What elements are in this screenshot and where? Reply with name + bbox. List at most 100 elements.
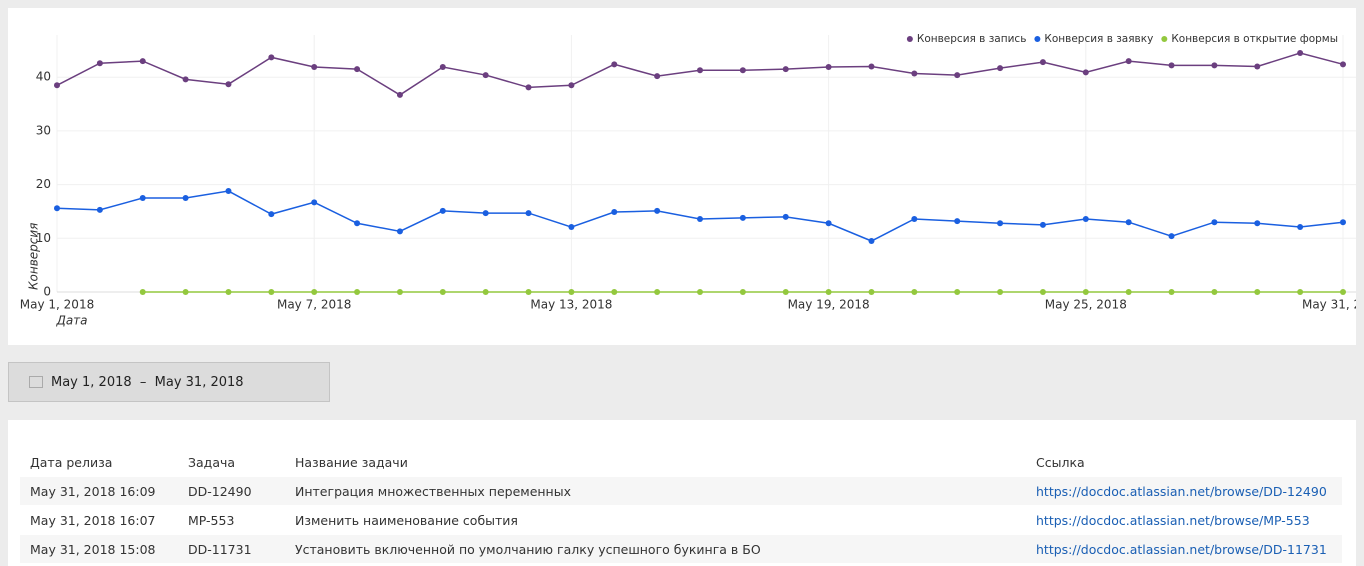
- x-tick-label: May 7, 2018: [277, 298, 351, 312]
- data-point: [354, 289, 361, 295]
- data-point: [54, 82, 60, 89]
- data-point: [396, 289, 403, 295]
- data-point: [1340, 289, 1346, 295]
- table-cell: May 31, 2018 16:07: [30, 513, 156, 528]
- header-cell: Ссылка: [1036, 455, 1085, 470]
- data-point: [1297, 50, 1304, 57]
- data-point: [611, 289, 618, 295]
- table-cell: https://docdoc.atlassian.net/browse/MP-5…: [1036, 513, 1310, 528]
- data-point: [954, 72, 961, 79]
- data-point: [1254, 220, 1261, 227]
- data-point: [825, 289, 832, 295]
- data-point: [525, 289, 532, 295]
- data-point: [1254, 289, 1261, 295]
- date-range-picker[interactable]: May 1, 2018 – May 31, 2018: [8, 362, 330, 402]
- data-point: [568, 289, 575, 295]
- legend-label: Конверсия в открытие формы: [1171, 33, 1338, 45]
- data-point: [739, 289, 746, 295]
- table-cell: May 31, 2018 16:09: [30, 484, 156, 499]
- data-point: [482, 72, 489, 79]
- data-point: [268, 211, 275, 218]
- table-cell: DD-12490: [188, 484, 252, 499]
- data-point: [525, 84, 532, 91]
- data-point: [997, 289, 1004, 295]
- data-point: [268, 54, 275, 61]
- data-point: [225, 81, 232, 88]
- data-point: [911, 70, 918, 77]
- data-point: [139, 58, 146, 65]
- legend-label: Конверсия в запись: [917, 33, 1027, 45]
- chart: Дата Конверсия 0 10 20 30 40 May 1, 2018 May 7…: [20, 33, 1356, 328]
- calendar-icon: [29, 376, 43, 388]
- x-tick-label: May 1, 2018: [20, 298, 94, 312]
- data-point: [439, 64, 446, 71]
- data-point: [1125, 219, 1132, 226]
- legend-label: Конверсия в заявку: [1044, 33, 1153, 45]
- table-cell: https://docdoc.atlassian.net/browse/DD-1…: [1036, 542, 1327, 557]
- data-point: [868, 63, 875, 70]
- data-point: [396, 228, 403, 235]
- data-point: [1168, 289, 1175, 295]
- data-point: [739, 67, 746, 74]
- data-point: [1340, 219, 1346, 226]
- data-point: [1125, 289, 1132, 295]
- chart-panel: Дата Конверсия 0 10 20 30 40 May 1, 2018 May 7…: [8, 8, 1356, 345]
- data-point: [654, 207, 661, 214]
- data-point: [954, 218, 961, 225]
- data-point: [525, 210, 532, 217]
- data-point: [1168, 233, 1175, 240]
- data-point: [439, 289, 446, 295]
- data-point: [354, 220, 361, 227]
- series-line: [56, 52, 1344, 96]
- data-point: [396, 91, 403, 98]
- issue-link[interactable]: https://docdoc.atlassian.net/browse/DD-1…: [1036, 542, 1327, 557]
- table-row: May 31, 2018 15:08 DD-11731 Установить вкл…: [20, 535, 1342, 563]
- data-point: [225, 289, 232, 295]
- issue-link[interactable]: https://docdoc.atlassian.net/browse/DD-1…: [1036, 484, 1327, 499]
- table-cell: May 31, 2018 15:08: [30, 542, 156, 557]
- data-point: [182, 289, 189, 295]
- data-point: [1039, 59, 1046, 66]
- data-point: [697, 215, 703, 222]
- data-point: [825, 64, 832, 71]
- data-point: [1297, 224, 1304, 231]
- legend-marker: [1034, 36, 1041, 42]
- data-point: [997, 65, 1004, 72]
- data-point: [1168, 62, 1175, 69]
- data-point: [96, 60, 103, 67]
- data-point: [1211, 219, 1218, 226]
- data-point: [697, 289, 703, 295]
- data-point: [911, 215, 918, 222]
- data-point: [311, 64, 318, 71]
- table-cell: MP-553: [188, 513, 235, 528]
- data-point: [739, 214, 746, 221]
- y-axis-label: Конверсия: [27, 223, 41, 290]
- data-point: [268, 289, 275, 295]
- x-tick-label: May 19, 2018: [788, 298, 870, 312]
- legend-marker: [1161, 36, 1168, 42]
- x-tick-label: May 13, 2018: [530, 298, 612, 312]
- data-point: [182, 76, 189, 83]
- data-point: [1039, 289, 1046, 295]
- data-point: [654, 73, 661, 80]
- legend-marker: [906, 36, 913, 42]
- y-tick-label: 0: [43, 285, 51, 299]
- table-cell: Установить включенной по умолчанию галку…: [295, 542, 761, 557]
- header-cell: Название задачи: [295, 455, 408, 470]
- x-axis-label: Дата: [55, 314, 87, 328]
- table-cell: Интеграция множественных переменных: [295, 484, 572, 499]
- data-point: [1211, 289, 1218, 295]
- header-cell: Дата релиза: [30, 455, 113, 470]
- data-point: [1211, 62, 1218, 69]
- data-point: [568, 82, 575, 89]
- data-point: [1297, 289, 1304, 295]
- data-point: [311, 199, 318, 206]
- data-point: [997, 220, 1004, 227]
- y-tick-label: 40: [36, 70, 51, 84]
- data-point: [868, 237, 875, 244]
- data-point: [611, 208, 618, 215]
- data-point: [225, 188, 232, 195]
- issue-link[interactable]: https://docdoc.atlassian.net/browse/MP-5…: [1036, 513, 1310, 528]
- data-point: [782, 66, 789, 73]
